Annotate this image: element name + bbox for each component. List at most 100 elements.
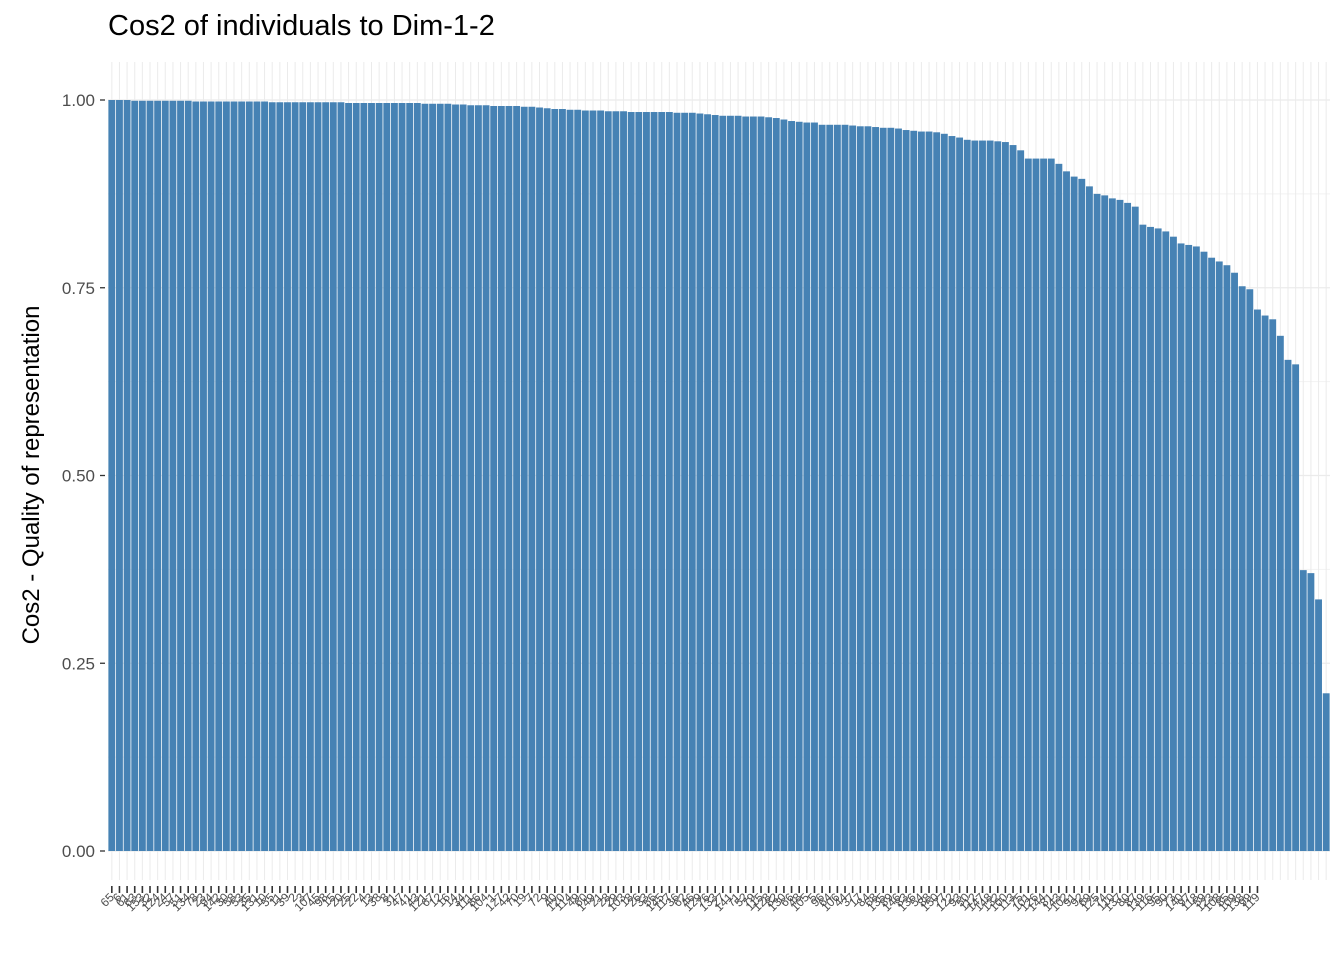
bar-63 <box>131 100 139 852</box>
bar-138 <box>1238 286 1246 851</box>
bar-53 <box>238 101 246 851</box>
bar-80 <box>1124 202 1132 852</box>
bar-149 <box>589 110 597 852</box>
bar-112 <box>971 140 979 851</box>
bar-107 <box>306 102 314 852</box>
bar-95 <box>1154 228 1162 851</box>
bar-66 <box>788 121 795 851</box>
bar-52 <box>742 116 750 852</box>
bar-39 <box>284 102 291 852</box>
y-tick-label: 0.75 <box>62 279 95 298</box>
bar-115 <box>757 116 765 852</box>
bar-6 <box>116 100 123 851</box>
bar-79 <box>749 116 757 852</box>
y-tick-label: 0.25 <box>62 654 95 673</box>
bar-132 <box>994 141 1002 851</box>
bar-108 <box>1215 261 1223 852</box>
bar-98 <box>322 102 330 852</box>
bar-134 <box>184 100 192 852</box>
bar-24 <box>161 100 169 852</box>
bar-109 <box>1231 272 1238 852</box>
bar-150 <box>933 132 941 852</box>
bar-68 <box>872 127 880 851</box>
bar-83 <box>902 130 910 852</box>
bar-105 <box>803 122 811 851</box>
bar-37 <box>849 125 857 851</box>
bar-62 <box>681 112 689 852</box>
bar-34 <box>459 104 467 852</box>
bar-28 <box>604 111 612 851</box>
bar-33 <box>643 112 650 852</box>
bar-140 <box>1177 243 1185 852</box>
bar-88 <box>925 131 933 852</box>
bar-25 <box>345 103 353 851</box>
bar-148 <box>986 140 994 851</box>
bar-89 <box>887 127 895 852</box>
bar-116 <box>1147 226 1154 851</box>
bar-121 <box>421 103 429 851</box>
bar-127 <box>497 106 505 852</box>
bar-99 <box>1246 289 1254 851</box>
bar-55 <box>268 102 276 852</box>
bar-4 <box>360 103 368 851</box>
bar-7 <box>528 106 536 851</box>
bar-48 <box>795 121 803 852</box>
y-tick-label: 1.00 <box>62 91 95 110</box>
bar-111 <box>467 105 475 851</box>
bar-57 <box>169 100 177 852</box>
bar-119 <box>1254 309 1261 851</box>
bar-142 <box>215 101 223 851</box>
bar-104 <box>482 105 490 851</box>
bar-45 <box>314 102 322 852</box>
bar-38 <box>375 103 383 851</box>
bar-16 <box>444 103 452 851</box>
y-tick-label: 0.00 <box>62 842 95 861</box>
bar-81 <box>1047 158 1055 851</box>
bar-49 <box>574 109 582 851</box>
bar-96 <box>818 124 826 851</box>
bar-82 <box>772 118 780 852</box>
bar-61 <box>123 100 131 851</box>
bar-15 <box>329 102 337 852</box>
bar-71 <box>734 115 742 851</box>
bar-133 <box>711 115 719 851</box>
bar-136 <box>910 130 918 851</box>
bar-101 <box>1024 158 1032 851</box>
bar-128 <box>765 117 773 851</box>
bar-undefined <box>1322 693 1330 851</box>
bar-135 <box>879 127 887 852</box>
bar-85 <box>1223 265 1231 852</box>
bar-129 <box>696 113 704 851</box>
x-axis: 6566163153321242457511347823941423058533… <box>98 886 1263 914</box>
bar-54 <box>917 131 925 852</box>
bar-19 <box>520 106 528 851</box>
bar-10 <box>261 101 269 851</box>
bar-22 <box>352 103 360 851</box>
bar-56 <box>650 112 658 852</box>
bar-12 <box>436 103 444 851</box>
bar-110 <box>1108 198 1116 852</box>
bar-60 <box>581 110 589 852</box>
bar-87 <box>1131 206 1139 852</box>
y-tick-label: 0.50 <box>62 467 95 486</box>
bar-undefined <box>1276 335 1284 852</box>
bar-143 <box>1055 163 1063 851</box>
bar-47 <box>398 103 406 851</box>
bar-137 <box>1116 199 1124 851</box>
bar-76 <box>704 114 711 852</box>
bar-103 <box>620 111 627 851</box>
bar-90 <box>1162 231 1170 852</box>
bar-124 <box>154 100 162 852</box>
bar-77 <box>940 133 948 852</box>
bar-145 <box>658 112 666 852</box>
bar-50 <box>963 139 971 852</box>
bar-2 <box>291 102 299 852</box>
bar-120 <box>558 109 566 851</box>
bar-undefined <box>1292 364 1300 851</box>
bar-59 <box>1200 251 1208 851</box>
chart-title: Cos2 of individuals to Dim-1-2 <box>108 10 495 42</box>
bar-72 <box>536 107 543 851</box>
bar-84 <box>864 126 872 851</box>
bar-97 <box>1185 244 1193 851</box>
